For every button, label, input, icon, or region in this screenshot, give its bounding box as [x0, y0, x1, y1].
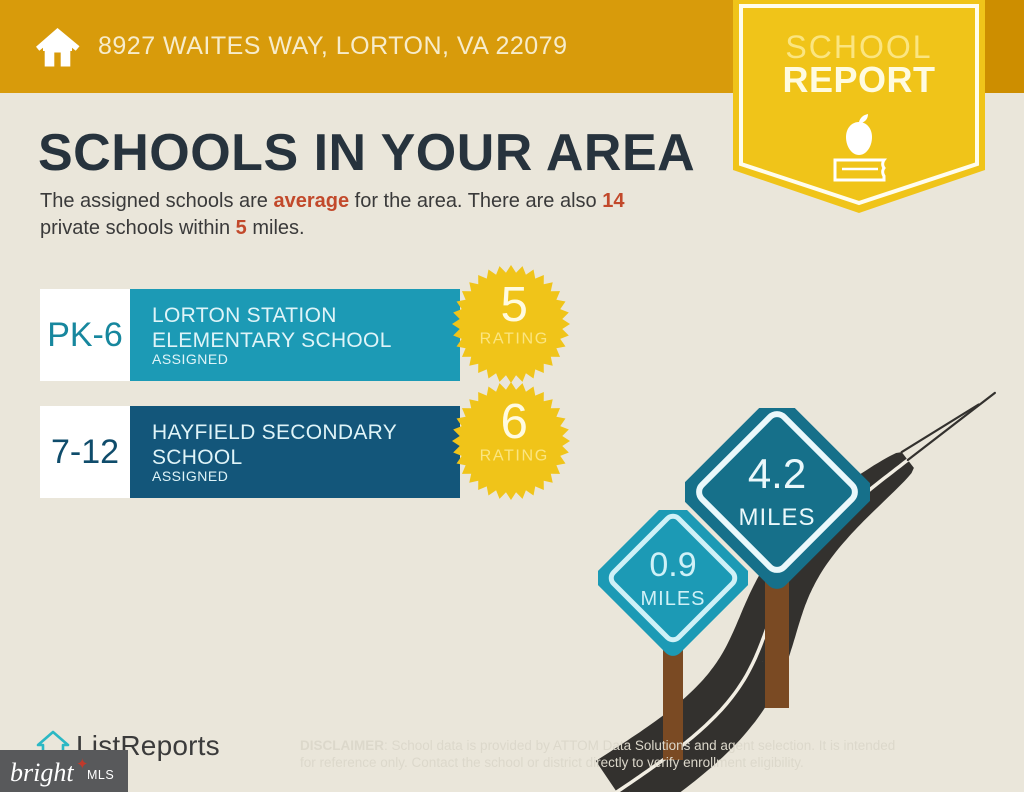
svg-text:MILES: MILES — [738, 504, 815, 531]
svg-text:✦: ✦ — [76, 756, 89, 773]
svg-text:MLS: MLS — [87, 768, 114, 782]
svg-text:bright: bright — [10, 758, 74, 787]
svg-text:4.2: 4.2 — [748, 450, 806, 497]
